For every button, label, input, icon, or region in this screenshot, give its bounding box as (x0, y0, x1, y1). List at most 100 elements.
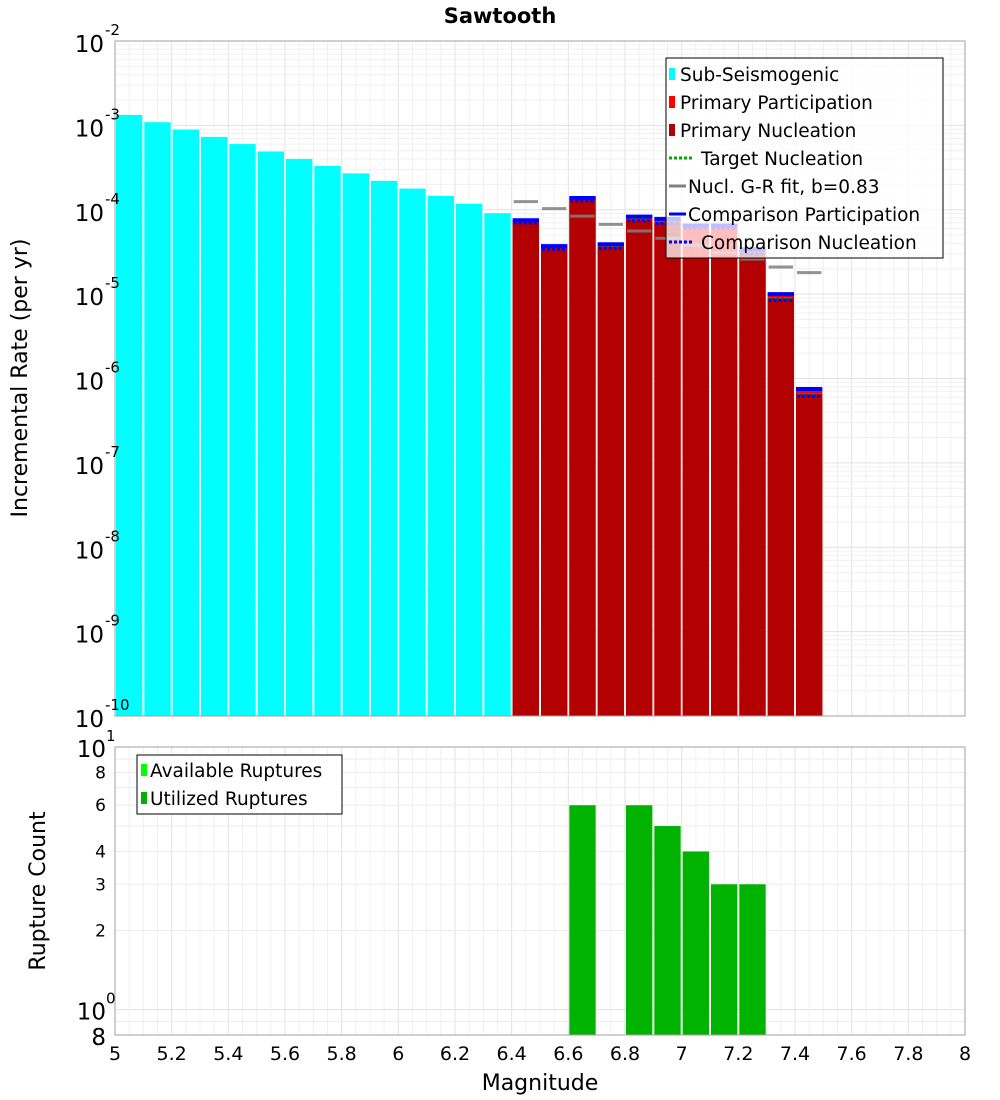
bottom-y-tick-label: 8 (91, 1025, 106, 1051)
top-y-tick-exponent: -10 (105, 696, 130, 714)
top-y-tick-label: 10 (75, 201, 104, 227)
bottom-y-tick-label: 2 (95, 922, 106, 942)
sub-seismogenic-bar (144, 122, 171, 716)
x-tick-label: 7 (676, 1043, 688, 1065)
primary-nucleation-bar (626, 220, 653, 717)
x-tick-label: 6.8 (610, 1043, 640, 1065)
top-y-tick-exponent: -2 (105, 21, 120, 39)
legend-label: Comparison Nucleation (701, 233, 917, 254)
primary-nucleation-bar (654, 222, 681, 716)
top-legend: Sub-Seismogenic Primary Participation Prim… (665, 57, 944, 259)
legend-label: Target Nucleation (700, 149, 863, 170)
top-y-tick-label: 10 (75, 116, 104, 142)
top-plot-frame (114, 40, 966, 717)
primary-nucleation-bar (541, 248, 568, 717)
x-tick-labels: 5 5.2 5.4 5.6 5.8 6 6.2 6.4 6.6 6.8 7 7.2 7.4 7.6 7.8 8 (109, 1043, 971, 1065)
bottom-legend: Available Ruptures Utilized Ruptures (136, 754, 343, 815)
primary-nucleation-bar (569, 200, 596, 716)
sub-seismogenic-bar (427, 195, 454, 717)
x-tick-label: 5.8 (327, 1043, 357, 1065)
top-y-tick-exponent: -3 (105, 105, 120, 123)
top-y-tick-exponent: -8 (105, 527, 120, 545)
primary-nucleation-bar (682, 257, 709, 716)
top-y-tick-label: 10 (75, 707, 104, 733)
top-plot-marks (116, 114, 823, 717)
bottom-y-axis-label: Rupture Count (26, 811, 51, 971)
sub-seismogenic-bar (456, 203, 483, 717)
bottom-y-tick-label: 10 (77, 1000, 106, 1026)
top-y-tick-label: 10 (75, 538, 104, 564)
sub-seismogenic-bar (484, 213, 511, 717)
top-legend-box (665, 57, 944, 259)
legend-label: Primary Nucleation (680, 121, 856, 142)
bottom-plot-marks (569, 805, 766, 1035)
top-y-tick-exponent: -7 (105, 443, 120, 461)
top-y-tick-label: 10 (75, 370, 104, 396)
legend-label: Available Ruptures (150, 761, 322, 782)
top-y-tick-label: 10 (75, 454, 104, 480)
sub-seismogenic-bar (201, 136, 228, 717)
legend-swatch (669, 68, 675, 80)
x-tick-label: 6.4 (497, 1043, 527, 1065)
sub-seismogenic-bar (371, 180, 398, 716)
bottom-y-tick-label: 10 (77, 737, 106, 763)
utilized-ruptures-bar (626, 805, 653, 1035)
x-tick-label: 7.2 (723, 1043, 753, 1065)
top-y-tick-exponent: -5 (105, 274, 120, 292)
legend-label: Utilized Ruptures (150, 789, 308, 810)
x-tick-label: 5.4 (213, 1043, 243, 1065)
sub-seismogenic-bar (314, 166, 341, 717)
x-tick-label: 6 (392, 1043, 404, 1065)
x-tick-label: 8 (959, 1043, 971, 1065)
primary-nucleation-bar (711, 257, 738, 716)
sub-seismogenic-bar (172, 129, 199, 717)
x-axis-label: Magnitude (482, 1071, 599, 1096)
top-y-tick-label: 10 (75, 32, 104, 58)
x-tick-label: 5.2 (157, 1043, 187, 1065)
utilized-ruptures-bar (739, 884, 766, 1035)
primary-nucleation-bar (796, 394, 823, 716)
legend-label: Comparison Participation (688, 205, 920, 226)
legend-swatch (141, 764, 147, 776)
bottom-y-tick-label: 3 (95, 875, 106, 895)
bottom-y-tick-exponent: 0 (106, 990, 116, 1008)
sub-seismogenic-bar (116, 114, 143, 716)
x-tick-label: 6.2 (440, 1043, 470, 1065)
top-y-axis-label: Incremental Rate (per yr) (8, 239, 33, 518)
x-tick-label: 5.6 (270, 1043, 300, 1065)
top-y-tick-exponent: -6 (105, 359, 120, 377)
chart-title: Sawtooth (444, 4, 557, 28)
legend-label: Nucl. G-R fit, b=0.83 (688, 177, 880, 198)
x-tick-label: 7.4 (780, 1043, 810, 1065)
top-y-tick-label: 10 (75, 285, 104, 311)
top-y-tick-labels: 10-210-310-410-510-610-710-810-910-10 (75, 21, 130, 733)
x-tick-label: 7.8 (893, 1043, 923, 1065)
bottom-y-tick-label: 8 (95, 763, 106, 783)
sub-seismogenic-bar (399, 188, 426, 716)
bottom-legend-box (136, 754, 343, 815)
bottom-y-tick-exponent: 1 (106, 727, 116, 745)
x-tick-label: 5 (109, 1043, 121, 1065)
top-gridlines (114, 41, 966, 717)
sub-seismogenic-bar (286, 158, 313, 717)
primary-nucleation-bar (512, 222, 539, 716)
top-y-tick-label: 10 (75, 623, 104, 649)
top-y-tick-exponent: -4 (105, 190, 120, 208)
legend-swatch (669, 124, 675, 136)
legend-swatch (141, 792, 147, 804)
x-tick-label: 6.6 (553, 1043, 583, 1065)
primary-nucleation-bar (739, 259, 766, 716)
legend-label: Sub-Seismogenic (680, 65, 839, 86)
utilized-ruptures-bar (682, 851, 709, 1035)
bottom-plot-frame (114, 746, 966, 1036)
utilized-ruptures-bar (711, 884, 738, 1035)
primary-nucleation-bar (597, 247, 624, 716)
x-tick-label: 7.6 (837, 1043, 867, 1065)
bottom-y-tick-label: 4 (95, 842, 106, 862)
utilized-ruptures-bar (654, 826, 681, 1035)
sub-seismogenic-bar (342, 173, 369, 716)
top-y-tick-exponent: -9 (105, 612, 120, 630)
bottom-y-tick-label: 6 (95, 796, 106, 816)
